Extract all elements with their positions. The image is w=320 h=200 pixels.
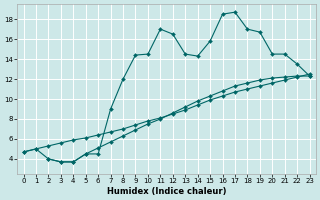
X-axis label: Humidex (Indice chaleur): Humidex (Indice chaleur) bbox=[107, 187, 226, 196]
